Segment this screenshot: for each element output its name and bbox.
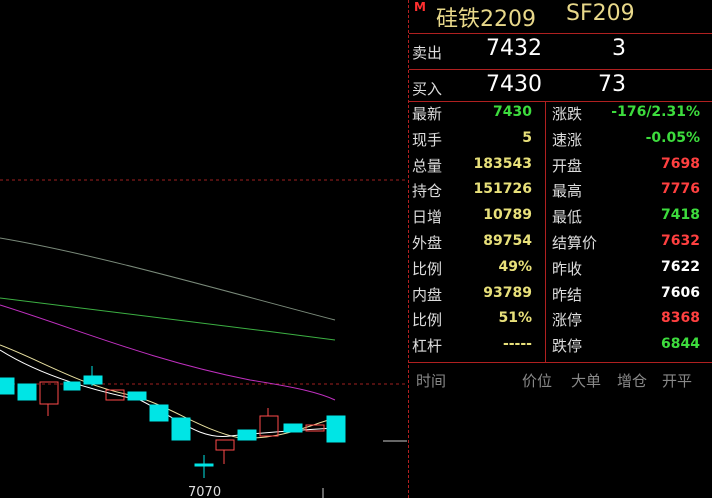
- ma-line: [0, 237, 336, 321]
- stat-label: 开盘: [552, 156, 583, 175]
- divider: [545, 102, 546, 362]
- stat-value: 183543: [473, 155, 532, 172]
- stat-label: 结算价: [552, 234, 598, 252]
- stat-value: 7632: [661, 233, 700, 249]
- ma-line: [0, 304, 336, 401]
- stat-label: 跌停: [552, 337, 583, 356]
- column-header: 增仓: [617, 372, 648, 390]
- column-header: 开平: [662, 372, 693, 390]
- stat-label: 总量: [412, 156, 443, 175]
- quote-panel: [408, 0, 712, 498]
- buy-label: 买入: [412, 80, 443, 98]
- divider: [409, 101, 712, 102]
- contract-code: SF209: [566, 1, 635, 26]
- marker: M: [414, 0, 426, 14]
- stat-value: -176/2.31%: [611, 104, 700, 120]
- column-header: 时间: [416, 372, 447, 390]
- stat-value: 93789: [483, 284, 532, 301]
- stat-value: 151726: [473, 181, 532, 198]
- stat-label: 昨收: [552, 259, 583, 278]
- stat-value: 6844: [661, 336, 700, 353]
- ma-line: [0, 344, 336, 439]
- stat-label: 涨停: [552, 311, 583, 330]
- stat-value: -0.05%: [645, 129, 700, 146]
- stat-label: 比例: [412, 259, 443, 278]
- stat-value: 5: [522, 129, 532, 146]
- stat-label: 涨跌: [552, 105, 583, 123]
- stat-label: 速涨: [552, 130, 583, 149]
- stat-label: 内盘: [412, 285, 443, 304]
- candle-chart: 7070: [0, 179, 407, 498]
- stat-value: 7430: [493, 104, 532, 120]
- divider: [409, 33, 712, 34]
- stat-value: 7622: [661, 258, 700, 275]
- stat-value: -----: [502, 336, 532, 353]
- stat-label: 日增: [412, 208, 443, 227]
- divider: [409, 69, 712, 70]
- sell-price: 7432: [486, 36, 542, 61]
- stat-label: 持仓: [412, 182, 443, 201]
- candles: [39, 381, 325, 464]
- stat-value: 7418: [661, 207, 700, 224]
- sell-label: 卖出: [412, 44, 443, 62]
- stat-label: 外盘: [412, 234, 443, 252]
- stat-value: 89754: [483, 233, 532, 249]
- column-header: 大单: [571, 372, 602, 390]
- stat-value: 10789: [483, 207, 532, 224]
- candles: [0, 366, 346, 478]
- buy-price: 7430: [486, 72, 542, 97]
- contract-name: 硅铁2209: [436, 7, 536, 32]
- stat-value: 7776: [661, 181, 700, 198]
- stat-label: 昨结: [552, 285, 583, 304]
- ma-line: [0, 297, 336, 341]
- column-header: 价位: [522, 372, 553, 390]
- stat-label: 杠杆: [412, 337, 443, 356]
- stat-value: 49%: [498, 258, 532, 275]
- stat-value: 51%: [498, 310, 532, 327]
- stat-label: 现手: [412, 130, 443, 149]
- buy-volume: 73: [598, 72, 626, 97]
- stat-value: 8368: [661, 310, 700, 327]
- stat-value: 7698: [661, 155, 700, 172]
- sell-volume: 3: [612, 36, 626, 61]
- price-label: 7070: [188, 485, 221, 498]
- stat-label: 最高: [552, 182, 583, 201]
- divider: [409, 362, 712, 363]
- stat-label: 最低: [552, 208, 583, 227]
- stat-value: 7606: [661, 284, 700, 301]
- stat-label: 最新: [412, 105, 443, 123]
- stat-label: 比例: [412, 311, 443, 330]
